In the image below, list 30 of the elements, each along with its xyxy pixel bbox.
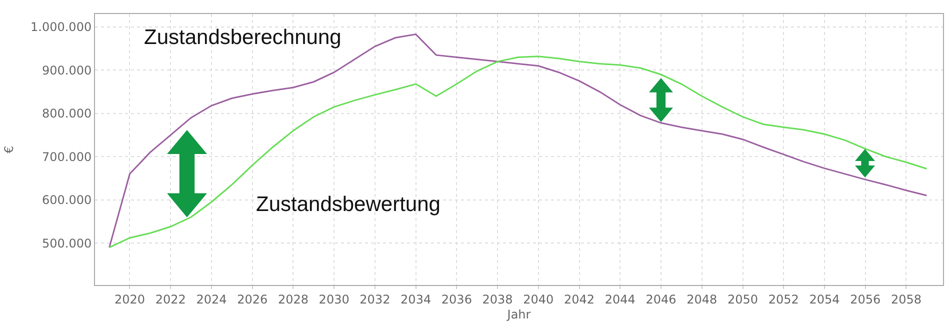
- x-tick-label: 2030: [318, 292, 350, 306]
- x-tick-label: 2054: [809, 292, 840, 306]
- y-tick-label: 700.000: [42, 150, 92, 164]
- x-tick-label: 2042: [564, 292, 595, 306]
- x-tick-label: 2020: [114, 292, 146, 306]
- y-axis-title: €: [2, 146, 16, 154]
- x-tick-label: 2040: [523, 292, 554, 306]
- x-tick-label: 2044: [604, 292, 636, 306]
- y-tick-label: 800.000: [42, 106, 92, 121]
- y-tick-label: 500.000: [42, 236, 92, 250]
- x-tick-label: 2046: [646, 292, 676, 306]
- x-tick-label: 2052: [768, 292, 799, 306]
- x-tick-label: 2024: [196, 292, 227, 306]
- x-tick-label: 2026: [237, 292, 268, 306]
- x-tick-label: 2048: [686, 292, 718, 306]
- series-label: Zustandsberechnung: [144, 26, 342, 49]
- x-tick-label: 2036: [441, 292, 472, 306]
- x-tick-label: 2038: [482, 292, 513, 306]
- x-tick-label: 2034: [400, 292, 432, 306]
- x-tick-label: 2022: [155, 292, 186, 306]
- x-axis-title: Jahr: [506, 307, 531, 322]
- y-tick-label: 1.000.000: [30, 20, 92, 34]
- x-tick-label: 2058: [890, 292, 922, 306]
- x-tick-label: 2056: [850, 292, 881, 306]
- x-tick-label: 2032: [360, 292, 390, 306]
- series-label: Zustandsbewertung: [256, 193, 440, 216]
- x-tick-label: 2028: [278, 292, 308, 306]
- y-tick-label: 600.000: [42, 193, 92, 208]
- x-tick-label: 2050: [727, 292, 758, 306]
- y-tick-label: 900.000: [42, 63, 92, 78]
